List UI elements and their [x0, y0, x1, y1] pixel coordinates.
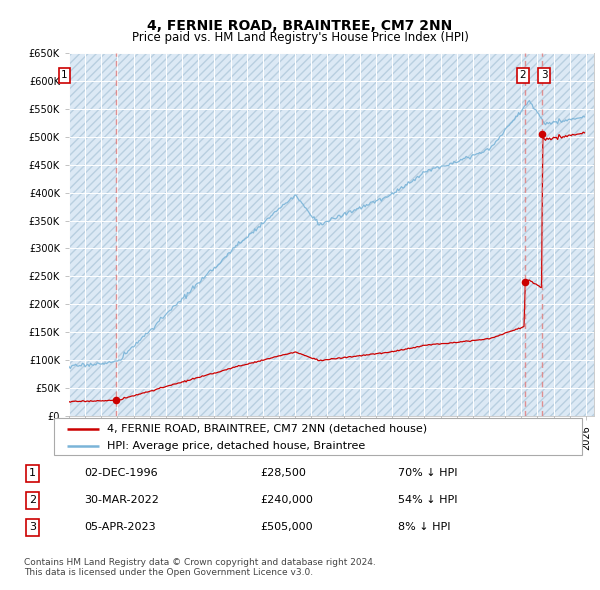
Text: 3: 3: [29, 522, 36, 532]
Text: 3: 3: [541, 70, 548, 80]
Text: 54% ↓ HPI: 54% ↓ HPI: [398, 495, 458, 505]
Text: £240,000: £240,000: [260, 495, 313, 505]
FancyBboxPatch shape: [54, 418, 582, 455]
Text: 70% ↓ HPI: 70% ↓ HPI: [398, 468, 458, 478]
Text: Price paid vs. HM Land Registry's House Price Index (HPI): Price paid vs. HM Land Registry's House …: [131, 31, 469, 44]
Text: 1: 1: [29, 468, 36, 478]
Text: 2: 2: [29, 495, 36, 505]
Text: 1: 1: [61, 70, 68, 80]
Text: 05-APR-2023: 05-APR-2023: [84, 522, 156, 532]
Text: HPI: Average price, detached house, Braintree: HPI: Average price, detached house, Brai…: [107, 441, 365, 451]
Text: 2: 2: [520, 70, 526, 80]
Text: £505,000: £505,000: [260, 522, 313, 532]
Text: 4, FERNIE ROAD, BRAINTREE, CM7 2NN: 4, FERNIE ROAD, BRAINTREE, CM7 2NN: [148, 19, 452, 34]
Text: £28,500: £28,500: [260, 468, 306, 478]
Text: 4, FERNIE ROAD, BRAINTREE, CM7 2NN (detached house): 4, FERNIE ROAD, BRAINTREE, CM7 2NN (deta…: [107, 424, 427, 434]
Text: 02-DEC-1996: 02-DEC-1996: [84, 468, 158, 478]
Text: Contains HM Land Registry data © Crown copyright and database right 2024.
This d: Contains HM Land Registry data © Crown c…: [24, 558, 376, 577]
Text: 8% ↓ HPI: 8% ↓ HPI: [398, 522, 451, 532]
Text: 30-MAR-2022: 30-MAR-2022: [84, 495, 159, 505]
Bar: [69, 53, 594, 416]
